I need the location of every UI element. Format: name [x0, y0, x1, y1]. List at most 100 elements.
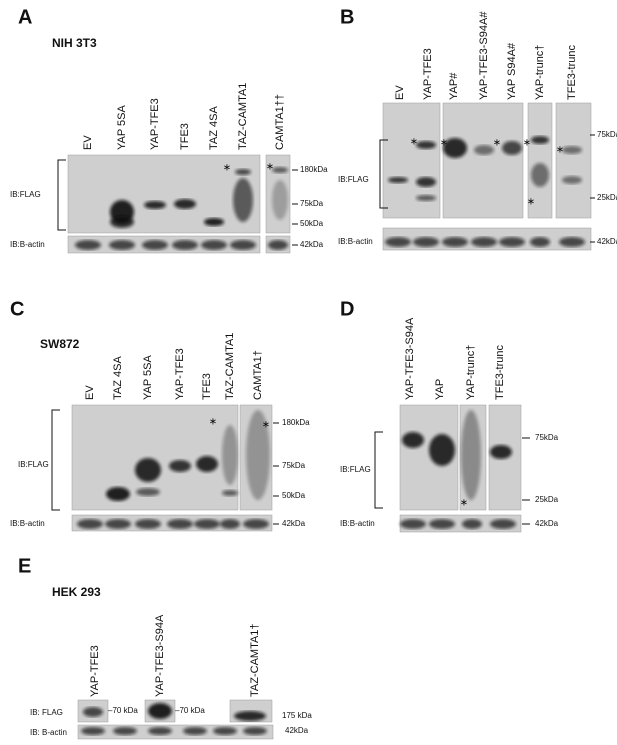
band [416, 141, 436, 149]
band [222, 425, 238, 485]
band [388, 177, 408, 183]
flag-label: IB: FLAG [30, 708, 63, 717]
marker-label: 42kDa [300, 240, 324, 249]
band [416, 177, 436, 187]
blot [442, 102, 524, 219]
flag-label: IB:FLAG [10, 190, 41, 199]
actin-label: IB: B-actin [30, 728, 67, 737]
blot [527, 102, 553, 219]
band [83, 707, 103, 717]
lane-label: TAZ-CAMTA1 [237, 83, 249, 150]
panel-label: E [18, 555, 31, 577]
lane-label: TFE3 [179, 123, 191, 150]
lane-label: YAP-TFE3 [149, 98, 161, 150]
band [474, 145, 494, 155]
lane-label: YAP-TFE3 [422, 48, 434, 100]
marker-label: 50kDa [300, 219, 324, 228]
marker-label: 75kDa [282, 461, 306, 470]
asterisk: ∗ [493, 138, 501, 149]
band [490, 519, 516, 529]
band [272, 167, 288, 173]
lane-label: YAP-TFE3-S94A [404, 317, 416, 400]
band [490, 445, 512, 459]
lane-label: YAP-TFE3 [174, 348, 186, 400]
band [272, 180, 288, 220]
lane-label: EV [84, 385, 96, 400]
band [204, 218, 224, 226]
band [183, 727, 207, 735]
band [400, 519, 426, 529]
lane-label: EV [394, 85, 406, 100]
band [559, 237, 585, 247]
band [135, 519, 161, 529]
band [135, 458, 161, 482]
asterisk: ∗ [460, 498, 468, 509]
marker-label: 42kDa [535, 519, 559, 528]
lane-label: TFE3-trunc [566, 44, 578, 100]
marker-label: 42kDa [597, 237, 617, 246]
lane-label: YAP-trunc† [534, 45, 546, 100]
marker-label: 175 kDa [282, 711, 312, 720]
actin-label: IB:B-actin [10, 519, 45, 528]
band [461, 410, 481, 500]
band [174, 199, 196, 209]
marker-label: 75kDa [535, 433, 559, 442]
lane-label: YAP 5SA [142, 354, 154, 400]
band [233, 178, 253, 222]
band [148, 727, 172, 735]
bracket [57, 159, 66, 231]
actin-label: IB:B-actin [340, 519, 375, 528]
band [220, 519, 240, 529]
band [530, 237, 550, 247]
band [81, 727, 105, 735]
asterisk: ∗ [262, 420, 270, 431]
band [213, 727, 237, 735]
marker-label: 75kDa [300, 199, 324, 208]
marker-label: 42kDa [282, 519, 306, 528]
band [402, 432, 424, 448]
band [442, 237, 468, 247]
band [246, 410, 270, 500]
asterisk: ∗ [266, 162, 274, 173]
panel-label: C [10, 298, 24, 320]
band [169, 460, 191, 472]
marker-label: 42kDa [285, 726, 309, 735]
band [502, 141, 522, 155]
band [136, 488, 160, 496]
panel-label: D [340, 298, 354, 320]
asterisk: ∗ [440, 138, 448, 149]
lane-label: YAP-TFE3-S94A# [478, 11, 490, 100]
actin-label: IB:B-actin [338, 237, 373, 246]
band [167, 519, 193, 529]
marker-label: –70 kDa [108, 706, 138, 715]
blot [399, 514, 522, 533]
bracket [379, 139, 388, 209]
band [531, 136, 549, 144]
band [268, 240, 288, 250]
marker-label: 25kDa [535, 495, 559, 504]
band [172, 240, 198, 250]
band [416, 195, 436, 201]
flag-label: IB:FLAG [18, 460, 49, 469]
lane-label: CAMTA1† [252, 350, 264, 400]
band [113, 727, 137, 735]
band [110, 216, 134, 228]
marker-label: 180kDa [300, 165, 328, 174]
band [243, 519, 269, 529]
band [471, 237, 497, 247]
band [142, 240, 168, 250]
band [75, 240, 101, 250]
band [413, 237, 439, 247]
band [429, 519, 455, 529]
band [148, 703, 172, 719]
bracket [374, 431, 383, 509]
lane-label: TFE3 [201, 373, 213, 400]
marker-label: 25kDa [597, 193, 617, 202]
cell-line: SW872 [40, 337, 80, 351]
cell-line: NIH 3T3 [52, 36, 97, 50]
band [234, 711, 266, 721]
blot [555, 102, 592, 219]
band [243, 727, 267, 735]
band [462, 519, 482, 529]
cell-line: HEK 293 [52, 585, 101, 599]
